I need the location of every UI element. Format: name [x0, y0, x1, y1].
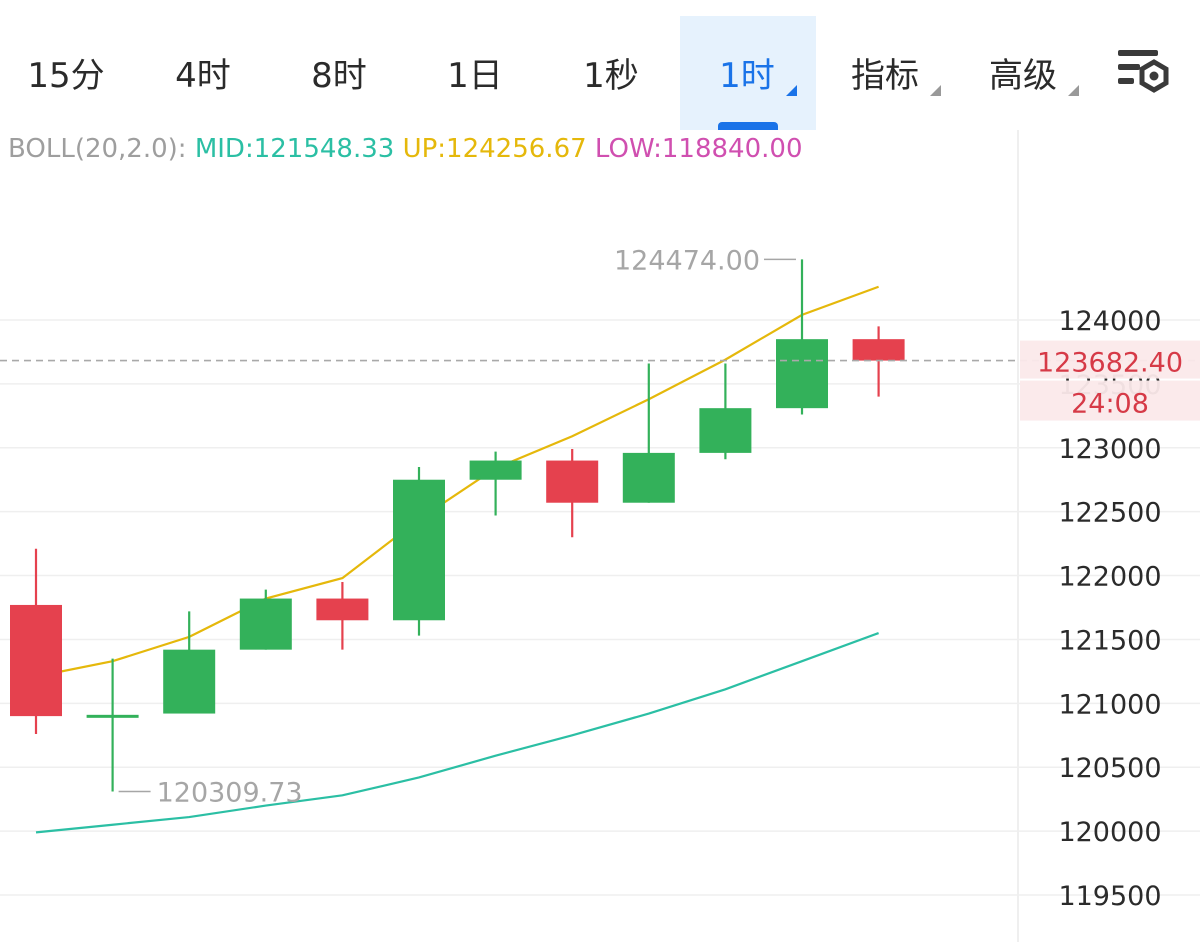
candle-body-up	[86, 714, 139, 718]
boll-upper-line	[35, 285, 879, 678]
y-tick-label: 119500	[1058, 881, 1161, 912]
y-tick-label: 121000	[1058, 689, 1161, 720]
candle-body-down	[10, 604, 62, 717]
boll-indicator-legend: BOLL(20,2.0): MID:121548.33 UP:124256.67…	[8, 134, 803, 164]
candlestick-chart[interactable]: 1240001235001230001225001220001215001210…	[0, 130, 1200, 942]
last-price-label: 123682.40	[1037, 348, 1183, 379]
indicators-caret-icon	[930, 85, 941, 96]
candle-body-up	[776, 339, 828, 409]
chart-settings-icon[interactable]	[1112, 44, 1172, 98]
y-tick-label: 122000	[1058, 562, 1161, 593]
tab-advanced[interactable]: 高级	[989, 55, 1057, 96]
last-price-badge	[1020, 340, 1200, 379]
advanced-caret-icon	[1068, 85, 1079, 96]
min-price-label: 120309.73	[157, 778, 303, 809]
timeframe-toolbar: 15分 4时 8时 1日 1秒 1时 指标 高级	[0, 0, 1200, 130]
tab-8h[interactable]: 8时	[311, 55, 367, 96]
candle-body-up	[699, 408, 752, 453]
boll-label: BOLL(20,2.0):	[8, 134, 187, 164]
y-tick-label: 120000	[1058, 817, 1161, 848]
tab-1d[interactable]: 1日	[447, 55, 503, 96]
active-tab-underline	[718, 122, 778, 130]
tab-15m[interactable]: 15分	[27, 55, 105, 96]
y-tick-label: 120500	[1058, 753, 1161, 784]
active-tab-highlight	[680, 16, 816, 130]
candle-body-up	[469, 460, 522, 480]
tab-indicators[interactable]: 指标	[851, 55, 919, 96]
candle-body-up	[622, 452, 675, 503]
tab-4h[interactable]: 4时	[175, 55, 231, 96]
boll-mid-value: MID:121548.33	[194, 134, 395, 164]
candle-body-up	[393, 479, 445, 621]
tab-1h-caret-icon	[786, 85, 797, 96]
y-tick-label: 123000	[1058, 434, 1161, 465]
boll-up-value: UP:124256.67	[402, 134, 587, 164]
candle-body-up	[163, 649, 216, 714]
candle-body-down	[316, 598, 369, 621]
y-tick-label: 121500	[1058, 625, 1161, 656]
candle-body-down	[546, 460, 599, 503]
tab-1h[interactable]: 1时	[719, 55, 775, 96]
candle-body-down	[852, 339, 905, 361]
y-tick-label: 122500	[1058, 498, 1161, 529]
tab-1s[interactable]: 1秒	[583, 55, 639, 96]
boll-low-value: LOW:118840.00	[594, 134, 803, 164]
max-price-label: 124474.00	[614, 245, 760, 276]
countdown-badge	[1020, 380, 1200, 421]
y-tick-label: 124000	[1058, 306, 1161, 337]
countdown-label: 24:08	[1071, 389, 1149, 420]
candle-body-up	[239, 598, 292, 650]
boll-lower-line	[35, 632, 879, 834]
